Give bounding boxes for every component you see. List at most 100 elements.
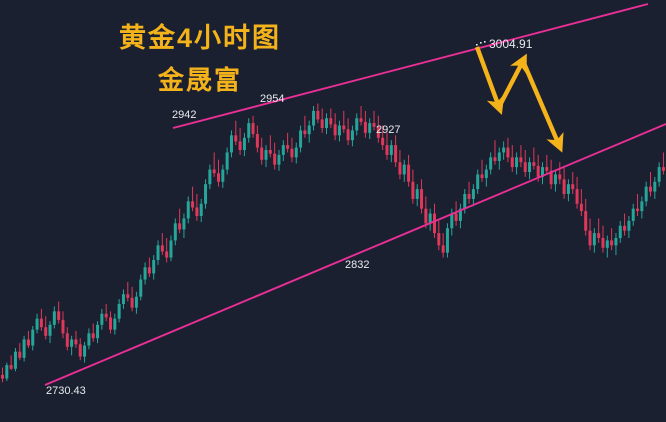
candle-body <box>229 135 233 153</box>
price-label-2954: 2954 <box>260 93 285 105</box>
candle-body <box>221 169 225 182</box>
candle-body <box>109 317 112 330</box>
candle-body <box>273 153 277 165</box>
candle-body <box>152 260 156 274</box>
candle-body <box>579 203 583 212</box>
candle-body <box>208 169 212 185</box>
candle-body <box>160 245 164 252</box>
candle-body <box>562 179 566 194</box>
candle-body <box>147 267 151 274</box>
candle-body <box>584 211 588 231</box>
candle-body <box>303 130 307 135</box>
candle-body <box>91 333 95 339</box>
candle-body <box>316 110 320 120</box>
candle-body <box>363 121 367 133</box>
candle-body <box>96 324 100 339</box>
candle-body <box>173 223 177 241</box>
candle-body <box>320 119 324 128</box>
candle-body <box>519 157 523 163</box>
candle-body <box>480 174 484 179</box>
candle-body <box>83 345 87 357</box>
candle-body <box>333 124 337 136</box>
candle-body <box>57 311 61 320</box>
arrow-up-rebound[interactable] <box>497 53 527 109</box>
price-label-origin-low: 2730.43 <box>46 385 86 397</box>
candle-body <box>493 157 497 161</box>
candle-body <box>661 167 665 171</box>
candle-body <box>631 208 635 221</box>
upper-channel-line[interactable] <box>172 3 649 129</box>
candle-body <box>165 251 169 258</box>
candle-body <box>411 181 415 199</box>
candle-body <box>497 152 501 161</box>
candle-body <box>528 162 532 172</box>
price-label-2832: 2832 <box>345 259 370 271</box>
candle-body <box>653 181 657 192</box>
candle-body <box>74 339 78 345</box>
candle-body <box>398 162 402 175</box>
candle-body <box>342 125 346 130</box>
candle-body <box>640 201 644 212</box>
candle-body <box>312 110 316 126</box>
candle-body <box>139 279 143 297</box>
candle-body <box>113 318 117 330</box>
candle-body <box>61 319 65 334</box>
candle-body <box>437 233 441 246</box>
arrow-down-target[interactable] <box>520 60 564 153</box>
candle-body <box>368 123 372 133</box>
candle-body <box>260 147 264 160</box>
candle-body <box>549 170 553 185</box>
candle-body <box>217 173 220 182</box>
candle-body <box>13 351 17 369</box>
candle-body <box>70 339 74 347</box>
candle-body <box>484 169 488 179</box>
candle-body <box>346 129 350 141</box>
candle-body <box>255 134 259 148</box>
candle-body <box>337 125 341 136</box>
candle-body <box>545 167 549 171</box>
candle-body <box>182 218 186 230</box>
candle-body <box>242 137 246 150</box>
candle-body <box>212 169 216 174</box>
candle-body <box>325 118 328 128</box>
candle-body <box>329 118 333 125</box>
candle-body <box>5 365 9 379</box>
candle-body <box>22 339 26 358</box>
candle-body <box>592 233 596 246</box>
price-label-peak-high: 3004.91 <box>489 37 533 51</box>
candle-body <box>575 189 579 204</box>
high-marker-dot <box>476 44 478 46</box>
candle-body <box>476 174 480 190</box>
candle-body <box>195 207 199 216</box>
candle-body <box>428 213 432 224</box>
high-marker-group <box>476 41 486 46</box>
candle-body <box>636 208 640 212</box>
candle-body <box>558 174 562 180</box>
candle-body <box>623 225 627 231</box>
candle-body <box>458 208 462 221</box>
candle-body <box>247 123 251 138</box>
candle-body <box>610 240 614 246</box>
candle-body <box>294 147 298 158</box>
candle-body <box>52 311 56 325</box>
candle-body <box>394 145 398 163</box>
candle-body <box>44 327 48 336</box>
candle-body <box>541 167 544 177</box>
candle-body <box>100 313 104 325</box>
candle-body <box>372 123 376 127</box>
lower-channel-line[interactable] <box>44 123 666 386</box>
candle-body <box>420 189 424 209</box>
candle-body <box>355 118 359 131</box>
candle-body <box>307 125 311 135</box>
candle-body <box>286 145 290 149</box>
candle-body <box>506 147 510 158</box>
candle-body <box>87 333 91 346</box>
candle-body <box>234 135 238 142</box>
candle-body <box>450 213 454 229</box>
candle-body <box>467 194 471 199</box>
arrow-down-first[interactable] <box>474 46 505 115</box>
candle-body <box>445 228 449 253</box>
candle-body <box>264 150 268 160</box>
